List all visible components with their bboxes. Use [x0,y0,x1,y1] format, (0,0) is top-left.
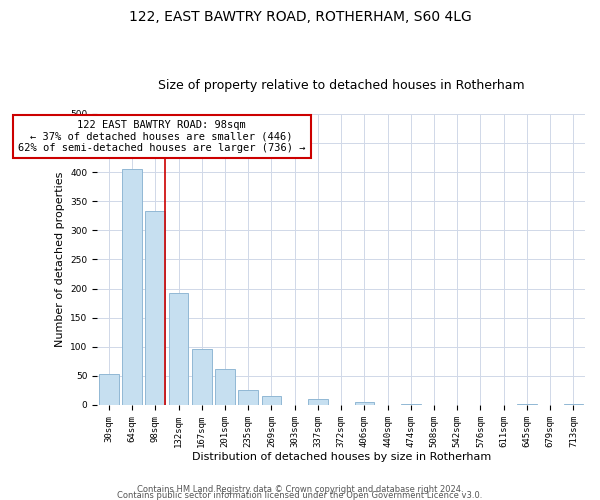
Text: Contains HM Land Registry data © Crown copyright and database right 2024.: Contains HM Land Registry data © Crown c… [137,484,463,494]
Bar [169,292,188,405]
Text: Contains public sector information licensed under the Open Government Licence v3: Contains public sector information licen… [118,490,482,500]
Bar [145,211,165,405]
X-axis label: Distribution of detached houses by size in Rotherham: Distribution of detached houses by size … [191,452,491,462]
Bar [355,402,374,405]
Bar [563,404,583,405]
Title: Size of property relative to detached houses in Rotherham: Size of property relative to detached ho… [158,79,524,92]
Bar [99,374,119,405]
Bar [308,399,328,405]
Y-axis label: Number of detached properties: Number of detached properties [55,172,65,347]
Bar [122,168,142,405]
Text: 122 EAST BAWTRY ROAD: 98sqm
← 37% of detached houses are smaller (446)
62% of se: 122 EAST BAWTRY ROAD: 98sqm ← 37% of det… [18,120,305,153]
Bar [517,404,537,405]
Bar [215,369,235,405]
Text: 122, EAST BAWTRY ROAD, ROTHERHAM, S60 4LG: 122, EAST BAWTRY ROAD, ROTHERHAM, S60 4L… [128,10,472,24]
Bar [262,396,281,405]
Bar [401,404,421,405]
Bar [192,348,212,405]
Bar [238,390,258,405]
